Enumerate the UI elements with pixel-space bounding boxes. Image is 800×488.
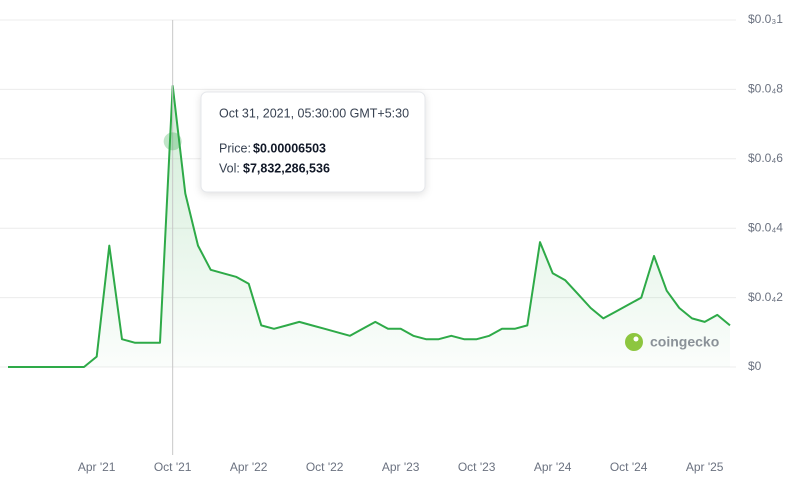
y-tick-label: $0.0₄2: [748, 290, 783, 304]
x-tick-label: Apr '24: [534, 460, 572, 474]
x-tick-label: Oct '23: [458, 460, 496, 474]
tooltip: Oct 31, 2021, 05:30:00 GMT+5:30 Price: $…: [200, 91, 426, 193]
tooltip-price: $0.00006503: [253, 141, 326, 155]
x-tick-label: Apr '22: [230, 460, 268, 474]
price-line: [8, 84, 731, 368]
area: [8, 85, 730, 368]
watermark-logo-eye: [633, 336, 639, 342]
watermark: coingecko: [625, 333, 719, 351]
x-tick-label: Apr '23: [382, 460, 420, 474]
y-tick-label: $0.0₄8: [748, 82, 783, 96]
hover-marker: [163, 132, 182, 151]
x-tick-label: Oct '22: [306, 460, 344, 474]
tooltip-vol: $7,832,286,536: [243, 161, 330, 175]
tooltip-date: Oct 31, 2021, 05:30:00 GMT+5:30: [219, 106, 409, 120]
y-tick-label: $0.0₄6: [748, 151, 783, 165]
y-tick-label: $0.0₃1: [748, 12, 783, 26]
tooltip-price-label: Price:: [219, 141, 251, 155]
tooltip-vol-label: Vol:: [219, 161, 240, 175]
x-tick-label: Apr '25: [686, 460, 724, 474]
x-tick-label: Oct '21: [154, 460, 192, 474]
y-tick-label: $0.0₄4: [748, 220, 783, 234]
watermark-text: coingecko: [650, 334, 719, 350]
y-tick-label: $0: [748, 359, 762, 373]
x-tick-label: Apr '21: [78, 460, 116, 474]
tooltip-box: [200, 91, 426, 193]
x-tick-label: Oct '24: [610, 460, 648, 474]
watermark-logo: [625, 333, 643, 351]
